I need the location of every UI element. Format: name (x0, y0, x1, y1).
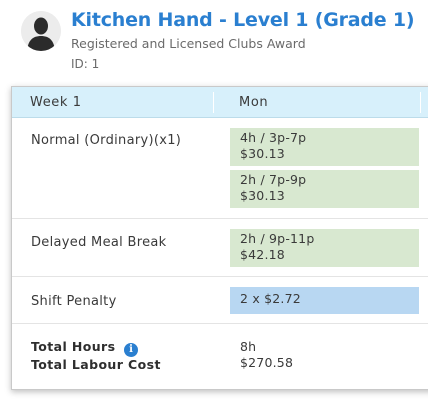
total-labour-cost-value: $270.58 (240, 355, 294, 370)
shift-cell[interactable]: 2h / 7p-9p $30.13 (230, 170, 419, 208)
penalty-amount: 2 x $2.72 (240, 291, 301, 306)
employee-id: ID: 1 (71, 57, 100, 71)
shift-time: 2h / 9p-11p (240, 231, 315, 246)
employee-title[interactable]: Kitchen Hand - Level 1 (Grade 1) (71, 9, 415, 31)
row-label: Normal (Ordinary)(x1) (31, 133, 182, 148)
total-hours-label: Total Hours (31, 339, 116, 354)
employee-header: Kitchen Hand - Level 1 (Grade 1) Registe… (0, 0, 428, 80)
shift-amount: $30.13 (240, 188, 285, 203)
shift-cell[interactable]: 4h / 3p-7p $30.13 (230, 128, 419, 166)
info-icon[interactable]: i (124, 343, 138, 357)
column-divider (420, 92, 421, 113)
row-label: Delayed Meal Break (31, 235, 167, 250)
shift-amount: $30.13 (240, 146, 285, 161)
shift-time: 2h / 7p-9p (240, 172, 307, 187)
table-row: Normal (Ordinary)(x1) 4h / 3p-7p $30.13 … (12, 118, 428, 219)
column-divider (213, 92, 214, 113)
week-column-header: Week 1 (30, 95, 82, 110)
table-row: Shift Penalty 2 x $2.72 (12, 277, 428, 324)
table-row: Delayed Meal Break 2h / 9p-11p $42.18 (12, 219, 428, 277)
total-hours-value: 8h (240, 339, 257, 354)
total-labour-cost-label: Total Labour Cost (31, 357, 161, 372)
shift-time: 4h / 3p-7p (240, 130, 307, 145)
row-label: Shift Penalty (31, 294, 117, 309)
table-header-row: Week 1 Mon (12, 87, 428, 118)
shift-amount: $42.18 (240, 247, 285, 262)
shift-cell[interactable]: 2h / 9p-11p $42.18 (230, 229, 419, 267)
penalty-cell[interactable]: 2 x $2.72 (230, 287, 419, 314)
person-silhouette-icon (21, 11, 61, 51)
timesheet-card: Week 1 Mon Normal (Ordinary)(x1) 4h / 3p… (11, 86, 428, 390)
award-name: Registered and Licensed Clubs Award (71, 36, 306, 51)
day-column-header: Mon (239, 95, 269, 110)
